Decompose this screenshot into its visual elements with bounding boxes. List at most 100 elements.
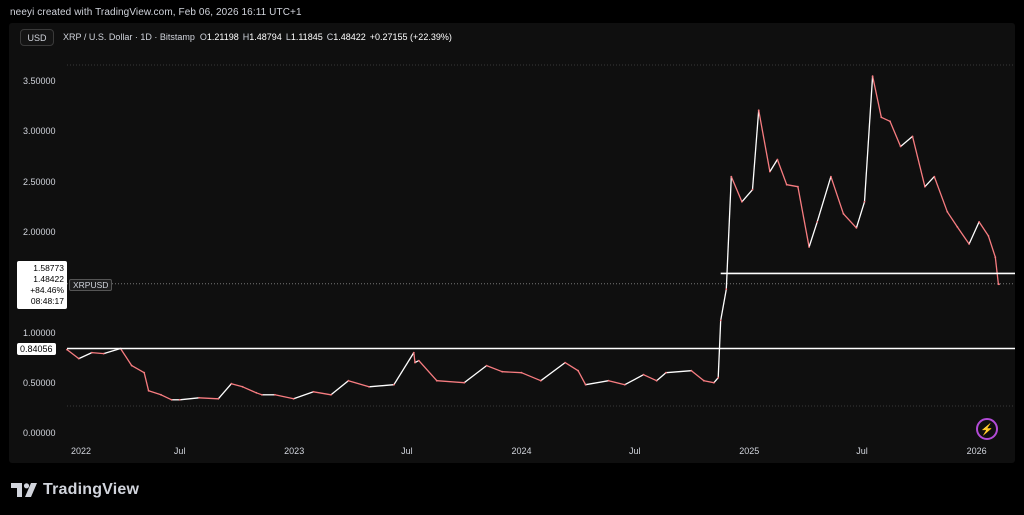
open-label: O (199, 32, 207, 42)
low-value: 1.11845 (290, 32, 323, 42)
price-segment (148, 390, 162, 396)
price-point (347, 379, 350, 382)
price-segment (293, 391, 314, 400)
price-segment (871, 75, 882, 118)
price-point (170, 398, 173, 401)
price-point (539, 379, 542, 382)
price-point (198, 396, 200, 399)
price-segment (994, 257, 1000, 285)
price-point (665, 371, 667, 374)
y-tick-label: 2.50000 (23, 176, 56, 187)
y-tick-label: 2.00000 (23, 226, 56, 237)
price-point (368, 385, 370, 388)
price-point (880, 116, 883, 119)
x-tick-label: 2026 (966, 446, 987, 456)
y-tick-label: 0.00000 (23, 428, 56, 438)
x-tick-label: 2025 (739, 446, 760, 456)
price-segment (863, 76, 874, 202)
price-point (147, 389, 150, 392)
attribution-text: neeyi created with TradingView.com, Feb … (10, 7, 302, 18)
x-tick-label: Jul (856, 446, 868, 456)
y-tick-label: 1.00000 (23, 327, 56, 338)
price-point (717, 376, 720, 379)
price-point (520, 371, 523, 374)
price-segment (924, 176, 935, 188)
price-segment (418, 360, 438, 382)
price-segment (656, 372, 667, 382)
support-line-tag: 0.84056 (17, 343, 56, 355)
price-point (255, 391, 258, 394)
price-point (899, 145, 902, 148)
price-point (130, 364, 133, 367)
price-segment (720, 289, 727, 321)
price-segment (78, 352, 93, 360)
price-segment (540, 362, 566, 382)
price-segment (751, 110, 760, 190)
price-point (719, 319, 722, 322)
price-segment (330, 380, 349, 396)
price-segment (179, 397, 200, 401)
price-point (994, 256, 997, 258)
price-segment (624, 374, 644, 386)
open-value: 1.21198 (206, 32, 239, 42)
price-segment (463, 365, 487, 384)
price-chart[interactable] (9, 23, 1015, 463)
price-point (987, 235, 990, 237)
price-segment (855, 201, 866, 229)
close-value: 1.48422 (333, 32, 366, 42)
change-percent: +84.46% (30, 285, 64, 295)
price-point (217, 397, 220, 400)
price-segment (521, 372, 542, 382)
price-point (751, 188, 754, 191)
price-point (292, 397, 295, 400)
currency-button[interactable]: USD (20, 29, 54, 46)
price-point (797, 185, 799, 188)
price-segment (231, 383, 243, 388)
price-point (785, 183, 788, 186)
symbol-info: XRP / U.S. Dollar · 1D · Bitstamp O1.211… (63, 32, 456, 42)
price-segment (946, 211, 958, 228)
price-point (241, 385, 244, 388)
price-point (160, 393, 162, 396)
price-segment (816, 176, 832, 223)
price-point (143, 371, 146, 374)
x-tick-label: Jul (629, 446, 641, 456)
price-segment (256, 392, 263, 396)
lightning-bolt-icon[interactable]: ⚡ (976, 418, 998, 440)
y-tick-label: 0.50000 (23, 377, 56, 388)
price-segment (198, 397, 219, 400)
price-segment (313, 391, 332, 396)
price-segment (91, 351, 104, 355)
price-segment (830, 176, 845, 215)
chart-panel[interactable]: USD XRP / U.S. Dollar · 1D · Bitstamp O1… (9, 23, 1015, 463)
price-point (808, 246, 810, 248)
price-segment (786, 184, 799, 188)
price-point (956, 226, 959, 228)
symbol-title: XRP / U.S. Dollar · 1D · Bitstamp (63, 32, 195, 42)
price-segment (797, 186, 810, 248)
price-segment (769, 159, 778, 172)
symbol-tag: XRPUSD (69, 279, 113, 291)
price-segment (368, 384, 394, 388)
price-segment (808, 221, 818, 248)
price-point (968, 243, 970, 245)
price-segment (564, 362, 579, 372)
price-segment (881, 116, 891, 122)
price-point (564, 361, 566, 364)
high-tag: 1.58773 (33, 263, 64, 273)
y-tick-label: 3.00000 (23, 126, 56, 137)
y-tick-label: 3.50000 (23, 76, 56, 87)
price-segment (900, 135, 913, 147)
price-segment (217, 383, 232, 400)
price-point (703, 379, 705, 382)
price-point (435, 379, 438, 382)
price-point (871, 75, 874, 77)
price-segment (585, 380, 609, 386)
price-point (414, 361, 416, 364)
price-point (102, 352, 105, 355)
price-point (855, 227, 858, 229)
price-segment (103, 347, 121, 355)
x-tick-label: 2024 (511, 446, 532, 456)
last-price: 1.48422 (33, 274, 64, 284)
brand[interactable]: TradingView (11, 481, 139, 499)
